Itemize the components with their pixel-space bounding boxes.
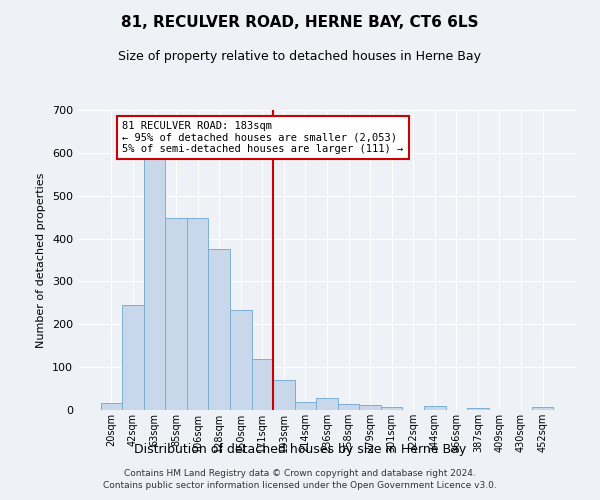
- Bar: [381, 406, 403, 410]
- Bar: [273, 380, 295, 410]
- Bar: [359, 406, 381, 410]
- Bar: [230, 310, 251, 410]
- Bar: [338, 404, 359, 410]
- Text: Size of property relative to detached houses in Herne Bay: Size of property relative to detached ho…: [119, 50, 482, 63]
- Bar: [187, 218, 208, 410]
- Bar: [144, 160, 166, 410]
- Text: 81, RECULVER ROAD, HERNE BAY, CT6 6LS: 81, RECULVER ROAD, HERNE BAY, CT6 6LS: [121, 15, 479, 30]
- Bar: [532, 408, 553, 410]
- Text: Contains HM Land Registry data © Crown copyright and database right 2024.
Contai: Contains HM Land Registry data © Crown c…: [103, 468, 497, 490]
- Bar: [122, 304, 144, 410]
- Bar: [101, 403, 122, 410]
- Text: Distribution of detached houses by size in Herne Bay: Distribution of detached houses by size …: [134, 442, 466, 456]
- Bar: [467, 408, 488, 410]
- Bar: [208, 250, 230, 410]
- Text: 81 RECULVER ROAD: 183sqm
← 95% of detached houses are smaller (2,053)
5% of semi: 81 RECULVER ROAD: 183sqm ← 95% of detach…: [122, 120, 403, 154]
- Bar: [251, 358, 273, 410]
- Bar: [424, 406, 446, 410]
- Bar: [295, 402, 316, 410]
- Y-axis label: Number of detached properties: Number of detached properties: [37, 172, 46, 348]
- Bar: [166, 218, 187, 410]
- Bar: [316, 398, 338, 410]
